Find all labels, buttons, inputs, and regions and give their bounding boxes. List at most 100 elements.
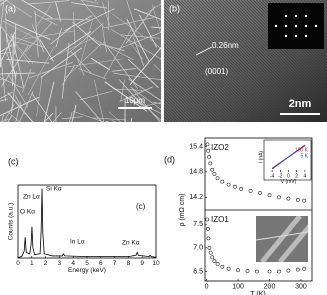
nanowire: [15, 127, 52, 152]
x-tick-label: 100: [232, 283, 244, 290]
nanowire: [153, 64, 161, 72]
fringe: [164, 46, 239, 122]
fringe: [164, 61, 224, 122]
nanowire: [14, 95, 26, 114]
y-tick-label: 6.5: [193, 268, 203, 275]
sample-label: IZO2: [211, 143, 229, 152]
x-axis-label: T (K): [250, 291, 265, 295]
fringe: [171, 0, 293, 122]
nanowire: [0, 77, 23, 89]
nanowire: [4, 0, 32, 18]
nanowire: [125, 119, 127, 122]
fringe: [164, 76, 209, 122]
x-tick-label: 9: [140, 260, 144, 267]
nanowire: [135, 97, 161, 121]
fringe: [164, 0, 284, 122]
fringe: [240, 0, 327, 89]
x-tick-label: 2: [44, 260, 48, 267]
data-point: [206, 148, 211, 153]
fringe: [164, 9, 275, 122]
nanowire: [72, 110, 105, 122]
nanowire: [71, 119, 74, 122]
nanowire: [133, 8, 161, 20]
nanowire: [110, 29, 161, 60]
fringe: [216, 0, 327, 113]
fringe: [189, 0, 311, 122]
y-tick-label: 14.2: [189, 194, 203, 201]
nanowire: [33, 12, 58, 26]
y-axis-label: ρ (mΩ cm): [179, 194, 186, 227]
fringe: [164, 64, 221, 122]
panel-label: (c): [136, 202, 146, 211]
nanowire: [6, 58, 50, 64]
nanowire: [62, 64, 76, 86]
y-axis-label: I (nA): [258, 151, 264, 164]
fringe: [164, 24, 260, 122]
data-point: [205, 142, 210, 147]
fringe: [164, 21, 263, 122]
nanowire: [145, 3, 161, 14]
fringe: [243, 0, 327, 86]
nanowire: [0, 51, 12, 55]
nanowire: [127, 38, 143, 60]
x-tick-label: 2: [295, 173, 298, 179]
marker: [195, 46, 213, 56]
y-tick-label: 14.8: [189, 169, 203, 176]
fringe: [164, 43, 242, 122]
nanowire: [125, 6, 156, 44]
nanowire: [0, 25, 34, 65]
data-point: [210, 167, 215, 172]
nanowire: [25, 22, 53, 53]
data-point: [207, 245, 212, 250]
nanowire: [21, 0, 53, 19]
nanowire: [111, 68, 136, 72]
nanowire: [55, 37, 95, 56]
spot: [294, 24, 298, 28]
nanowire: [43, 18, 91, 21]
nanowire: [0, 0, 5, 36]
nanowire: [71, 104, 77, 122]
nanowire: [130, 86, 161, 110]
plot-frame: [204, 137, 313, 282]
nanowire: [103, 17, 154, 29]
fringe: [164, 33, 251, 122]
x-tick-label: 0: [16, 260, 20, 267]
nanowire: [0, 91, 14, 99]
data-point: [220, 179, 225, 184]
nanowire: [127, 58, 159, 88]
peak-label: Zn Lα: [23, 194, 40, 201]
data-point: [267, 193, 272, 198]
nanowire: [0, 98, 8, 102]
nanowire: [68, 22, 104, 54]
nanowire: [12, 35, 14, 86]
fringe: [164, 94, 191, 122]
peak-label: Zn Kα: [122, 240, 140, 247]
nanowire: [67, 58, 123, 68]
data-point: [236, 268, 240, 273]
data-point: [258, 191, 262, 195]
x-tick-label: -2: [278, 173, 283, 179]
nanowire: [55, 27, 63, 48]
nanowire: [156, 124, 204, 138]
nanowire: [11, 33, 25, 89]
scale-label: 10μm: [125, 96, 146, 105]
nanowire: [128, 78, 161, 102]
data-point: [295, 197, 300, 202]
data-point: [277, 269, 281, 274]
nanowire: [104, 81, 148, 112]
fringe: [164, 55, 230, 122]
fringe: [168, 0, 290, 122]
fringe: [195, 0, 317, 122]
fringe: [174, 0, 296, 122]
nanowire: [72, 11, 76, 45]
data-point: [206, 236, 211, 241]
fringe: [164, 3, 281, 122]
nanowire: [71, 2, 108, 9]
wire: [256, 231, 308, 241]
panel-label: (b): [169, 3, 180, 13]
nanowire: [126, 19, 150, 63]
fringe: [165, 0, 287, 122]
x-tick-label: 1: [30, 260, 34, 267]
data-point: [210, 255, 215, 260]
